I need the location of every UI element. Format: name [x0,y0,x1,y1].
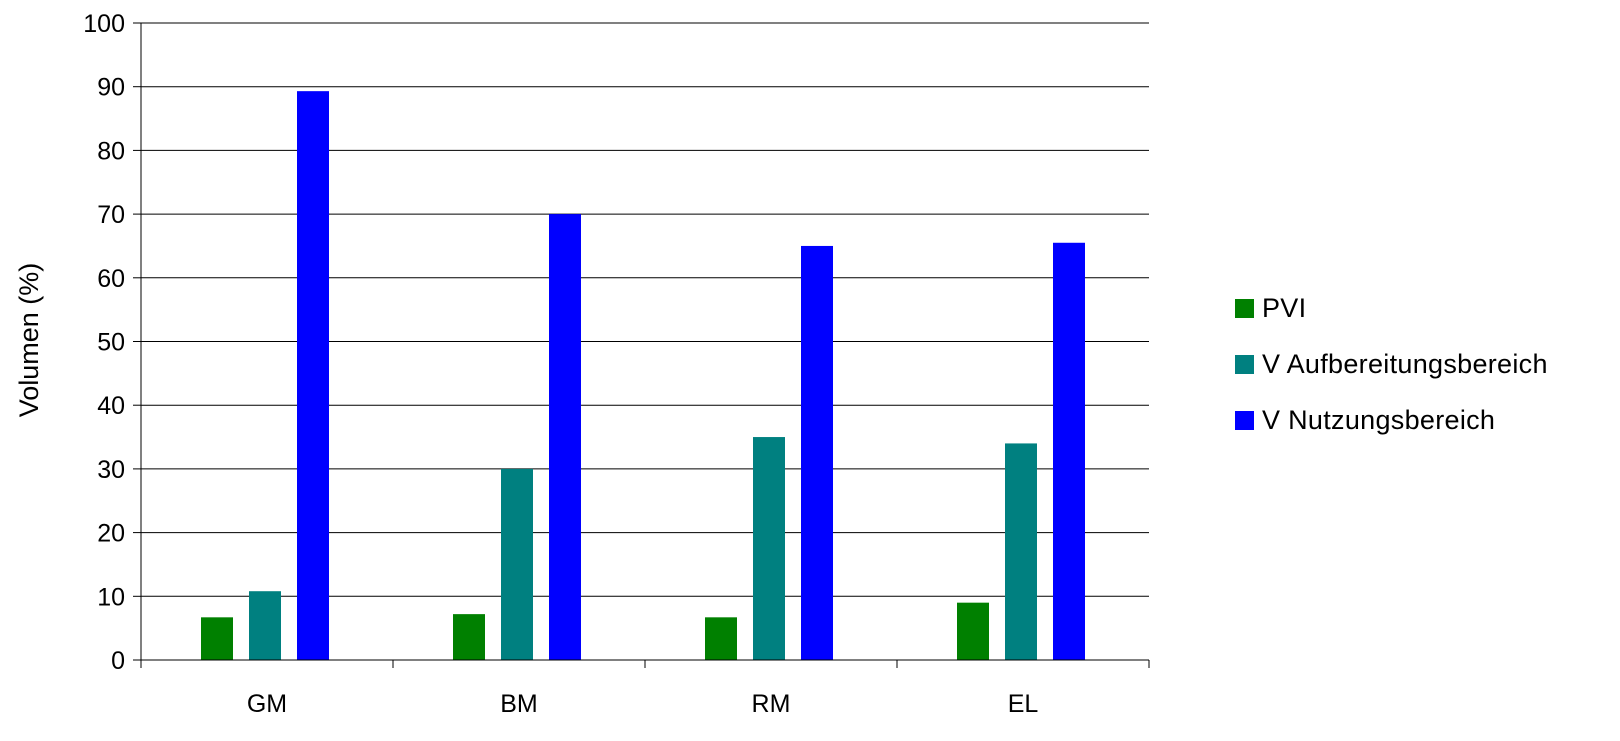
y-tick-label: 60 [97,265,125,293]
y-tick-labels: 0 10 20 30 40 50 60 70 80 90 100 [83,10,125,675]
bar-rm-series-2 [753,437,785,660]
legend: PVI V Aufbereitungsbereich V Nutzungsberei… [1235,280,1548,448]
y-tick-label: 40 [97,392,125,420]
y-axis-title: Volumen (%) [14,263,44,418]
bar-bm-series-3 [549,214,581,660]
y-tick-label: 20 [97,520,125,548]
legend-item: V Nutzungsbereich [1235,392,1548,448]
y-tick-label: 50 [97,329,125,357]
bar-rm-series-3 [801,245,833,660]
x-tick-label: RM [752,690,791,718]
legend-swatch [1235,410,1254,430]
bars [201,91,1085,660]
y-tick-label: 80 [97,137,125,165]
legend-label: PVI [1262,292,1307,323]
bar-el-series-2 [1005,443,1037,660]
bar-gm-series-3 [297,91,329,660]
y-tick-label: 90 [97,74,125,102]
legend-label: V Aufbereitungsbereich [1262,348,1548,379]
bar-bm-series-2 [501,468,533,660]
bar-rm-series-1 [705,617,737,660]
x-tick-label: EL [1008,690,1039,718]
legend-label: V Nutzungsbereich [1262,404,1496,435]
bar-gm-series-1 [201,617,233,660]
x-tick-label: GM [247,690,287,718]
y-tick-label: 30 [97,456,125,484]
x-tick-labels: GM BM RM EL [247,690,1039,718]
y-tick-label: 70 [97,201,125,229]
bar-el-series-3 [1053,242,1085,660]
legend-item: V Aufbereitungsbereich [1235,336,1548,392]
x-tick-label: BM [500,690,538,718]
gridlines [133,22,1149,661]
bar-gm-series-2 [249,591,281,660]
y-tick-label: 100 [83,10,125,38]
bar-el-series-1 [957,602,989,660]
y-tick-label: 0 [111,647,125,675]
bar-bm-series-1 [453,614,485,660]
axes [140,23,1150,668]
legend-item: PVI [1235,280,1548,336]
legend-swatch [1235,298,1254,318]
legend-swatch [1235,354,1254,374]
y-tick-label: 10 [97,583,125,611]
